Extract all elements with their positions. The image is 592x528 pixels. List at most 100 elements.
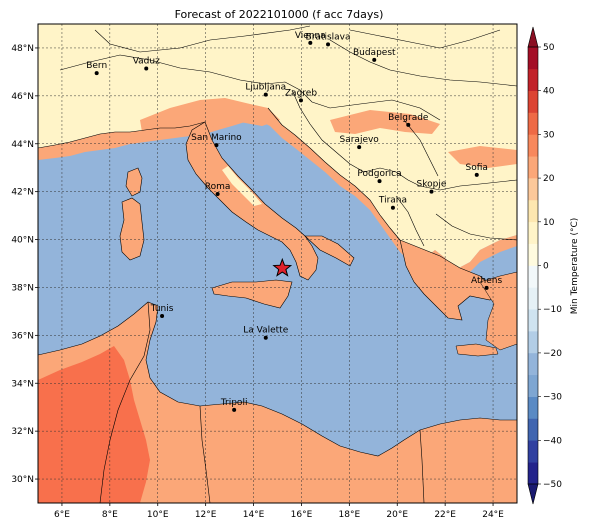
coastal-band-balkans: [330, 110, 440, 134]
city-dot: [298, 98, 303, 103]
lon-tick-label: 24°E: [482, 510, 504, 520]
colorbar-segment: [528, 374, 538, 397]
lon-tick-label: 18°E: [339, 510, 361, 520]
colorbar-segment: [528, 112, 538, 135]
lon-tick-label: 10°E: [147, 510, 169, 520]
city-label: Sarajevo: [340, 135, 380, 145]
sardinia-land: [119, 197, 145, 261]
corsica-land: [125, 167, 143, 197]
coastal-band-danube: [448, 146, 517, 168]
colorbar-segment: [528, 462, 538, 485]
colorbar-extend-max: [527, 26, 539, 48]
city-label: Belgrade: [388, 113, 429, 123]
colorbar: 50 40 30 20 10 0 −10 −20 −30 −40 −50: [527, 26, 562, 505]
map-frame: [37, 23, 518, 504]
colorbar-tick-label: 0: [543, 262, 549, 272]
lon-tick-label: 12°E: [195, 510, 217, 520]
colorbar-segment: [528, 134, 538, 157]
lon-tick-label: 22°E: [434, 510, 456, 520]
lon-tick-label: 8°E: [102, 510, 118, 520]
colorbar-segment: [528, 68, 538, 91]
city-dot: [160, 313, 165, 318]
colorbar-segment: [528, 331, 538, 354]
colorbar-segment: [528, 47, 538, 70]
lat-tick-label: 48°N: [11, 44, 34, 54]
colorbar-segment: [528, 221, 538, 244]
city-label: Tirana: [378, 196, 407, 206]
colorbar-tick-label: 30: [543, 130, 555, 140]
city-label: Vienna: [295, 31, 326, 41]
coastlines: [267, 107, 401, 241]
city-dot: [406, 122, 411, 127]
colorbar-tick-label: 20: [543, 174, 555, 184]
lat-tick-label: 44°N: [11, 140, 34, 150]
colorbar-segment: [528, 352, 538, 376]
colorbar-segment: [528, 243, 538, 266]
latitude-ticks: 30°N 32°N 34°N 36°N 38°N 40°N 42°N 44°N 46°N 48°N: [11, 44, 38, 485]
lat-tick-label: 32°N: [11, 427, 34, 437]
city-label: Bern: [86, 61, 107, 71]
city-dot: [263, 92, 268, 97]
lat-tick-label: 40°N: [11, 236, 34, 246]
map-area[interactable]: [38, 24, 517, 503]
lat-tick-label: 38°N: [11, 283, 34, 293]
city-dot: [263, 335, 268, 340]
colorbar-segment: [528, 90, 538, 113]
city-label: Ljubljana: [245, 83, 286, 93]
city-label: San Marino: [191, 133, 242, 143]
sicily-land: [211, 279, 293, 309]
city-dot: [214, 143, 219, 148]
city-dot: [326, 42, 331, 47]
lat-tick-label: 30°N: [11, 475, 34, 485]
lon-tick-label: 14°E: [243, 510, 265, 520]
city-dot: [484, 285, 489, 290]
city-label: La Valette: [243, 326, 288, 336]
colorbar-tick-label: −20: [543, 349, 562, 359]
colorbar-segment: [528, 156, 538, 179]
city-dot: [390, 205, 395, 210]
lon-tick-label: 6°E: [54, 510, 70, 520]
city-dot: [308, 40, 313, 45]
coastal-band-alps: [140, 98, 280, 132]
star-icon[interactable]: [272, 257, 293, 277]
italy-heel: [304, 235, 355, 267]
forecast-location-star-icon[interactable]: [272, 257, 293, 277]
city-dot: [94, 71, 99, 76]
colorbar-segment: [528, 265, 538, 288]
lat-tick-label: 46°N: [11, 92, 34, 102]
city-dot: [232, 407, 237, 412]
colorbar-segment: [528, 418, 538, 441]
crete-land: [455, 343, 499, 357]
colorbar-label: Min Temperature (°C): [570, 218, 580, 315]
city-dot: [215, 192, 220, 197]
italy-inland: [222, 166, 262, 206]
city-label: Bratislava: [306, 32, 351, 42]
colorbar-tick-label: −50: [543, 480, 562, 490]
city-dot: [474, 172, 479, 177]
longitude-ticks: 6°E 8°E 10°E 12°E 14°E 16°E 18°E 20°E 22°E 24°E: [54, 503, 504, 520]
lon-tick-label: 16°E: [291, 510, 313, 520]
colorbar-segment: [528, 440, 538, 463]
colorbar-tick-label: 40: [543, 87, 555, 97]
colorbar-segment: [528, 287, 538, 310]
city-dot: [144, 66, 149, 71]
lat-tick-label: 42°N: [11, 188, 34, 198]
colorbar-segment: [528, 309, 538, 332]
city-label: Vaduz: [133, 57, 160, 67]
lon-tick-label: 20°E: [386, 510, 408, 520]
city-label: Podgorica: [357, 169, 401, 179]
city-dot: [372, 57, 377, 62]
greece-land: [399, 239, 499, 321]
city-label: Sofia: [466, 163, 488, 173]
colorbar-segment: [528, 178, 538, 201]
city-dot: [357, 145, 362, 150]
colorbar-segment: [528, 396, 538, 419]
colorbar-extend-min: [527, 483, 539, 505]
city-dot: [377, 179, 382, 184]
country-borders: [38, 25, 517, 503]
city-label: Roma: [205, 182, 231, 192]
colorbar-tick-label: −10: [543, 305, 562, 315]
city-label: Tunis: [150, 304, 174, 314]
colorbar-tick-label: −40: [543, 436, 562, 446]
